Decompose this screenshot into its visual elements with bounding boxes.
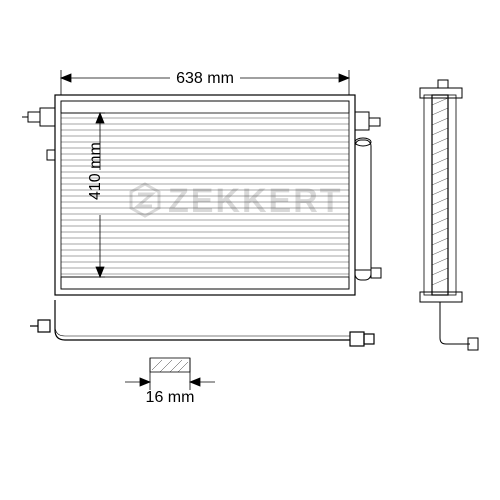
side-view	[420, 80, 478, 350]
diagram-canvas: ZEKKERT	[0, 0, 500, 500]
front-view: 638 mm 410 mm 16 mm	[22, 70, 381, 406]
left-mid-tab	[47, 150, 55, 160]
lower-pipe	[30, 300, 374, 346]
dim-width-label: 638 mm	[176, 70, 234, 87]
diagram-svg: ZEKKERT	[0, 0, 500, 500]
dim-depth	[125, 358, 215, 390]
dim-height-label: 410 mm	[87, 142, 104, 200]
watermark: ZEKKERT	[131, 182, 343, 220]
watermark-text: ZEKKERT	[168, 182, 343, 220]
side-hatch	[432, 98, 448, 285]
dim-depth-label: 16 mm	[146, 389, 195, 406]
side-lower-pipe	[440, 302, 478, 350]
dryer-cylinder	[355, 112, 381, 280]
left-top-port	[22, 108, 55, 126]
tube-lines	[61, 118, 349, 274]
